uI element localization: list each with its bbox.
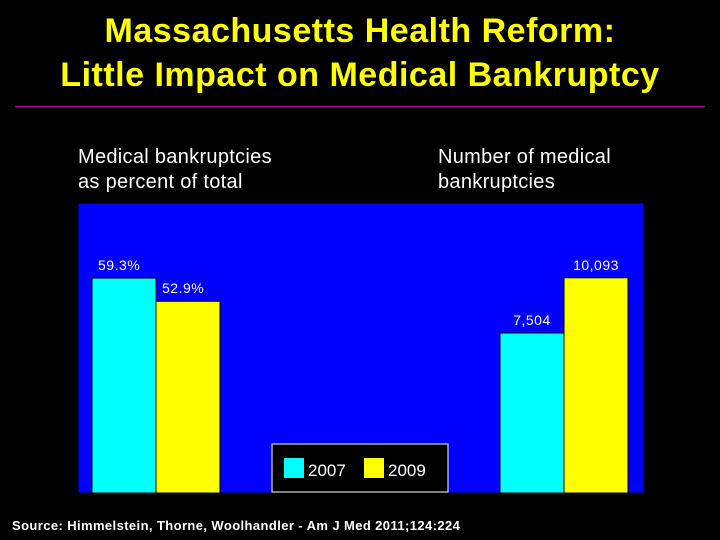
- left-panel-label: Medical bankruptcies as percent of total: [78, 145, 272, 195]
- title-line-1: Massachusetts Health Reform:: [104, 12, 616, 50]
- legend-label-2009: 2009: [388, 461, 426, 480]
- legend-label-2007: 2007: [308, 461, 346, 480]
- left-panel-label-line-2: as percent of total: [78, 171, 243, 193]
- right-panel-label: Number of medical bankruptcies: [438, 145, 611, 195]
- left-panel-label-line-1: Medical bankruptcies: [78, 146, 272, 168]
- title-line-2: Little Impact on Medical Bankruptcy: [60, 56, 660, 94]
- data-label-percent-2007: 59.3%: [98, 257, 140, 273]
- right-panel-label-line-1: Number of medical: [438, 146, 611, 168]
- bar-count-2007: [499, 332, 565, 494]
- title-divider: [15, 106, 705, 107]
- data-label-count-2007: 7,504: [513, 312, 551, 328]
- data-label-percent-2009: 52.9%: [162, 280, 204, 296]
- right-panel-label-line-2: bankruptcies: [438, 171, 555, 193]
- bar-count-2009: [563, 277, 629, 494]
- bar-percent-2007: [91, 277, 157, 494]
- data-label-count-2009: 10,093: [573, 257, 619, 273]
- source-citation: Source: Himmelstein, Thorne, Woolhandler…: [12, 518, 461, 533]
- bar-percent-2009: [155, 300, 221, 494]
- legend-swatch-2009: [364, 458, 384, 478]
- legend-swatch-2007: [284, 458, 304, 478]
